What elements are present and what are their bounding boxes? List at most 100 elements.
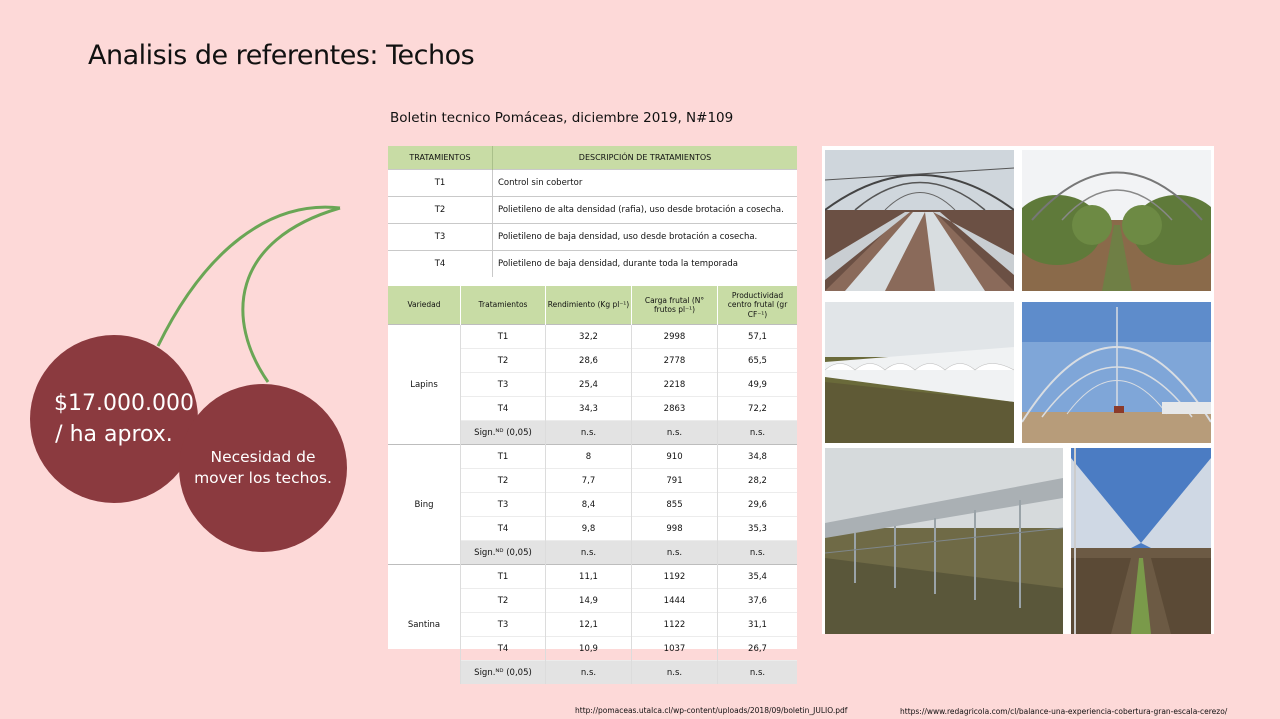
treatment-cell: T2 <box>460 588 546 613</box>
yield-cell: 8,4 <box>545 492 632 517</box>
yield-cell: 28,6 <box>545 348 632 373</box>
fruit-load-cell: 791 <box>631 468 718 493</box>
description-header: DESCRIPCIÓN DE TRATAMIENTOS <box>492 146 797 170</box>
results-row: T2 14,9 1444 37,6 <box>388 588 797 613</box>
yield-cell: n.s. <box>545 420 632 445</box>
productivity-cell: 28,2 <box>717 468 797 493</box>
treatment-cell: T2 <box>460 348 546 373</box>
productivity-cell: 26,7 <box>717 636 797 661</box>
variety-header: Variedad <box>388 286 461 325</box>
yield-cell: 34,3 <box>545 396 632 421</box>
results-row: T3 25,4 2218 49,9 <box>388 372 797 397</box>
productivity-cell: 49,9 <box>717 372 797 397</box>
photo-tunnel-rows <box>825 150 1014 291</box>
results-row: Sign.ᴺᴰ (0,05) n.s. n.s. n.s. <box>388 660 797 684</box>
yield-cell: 10,9 <box>545 636 632 661</box>
yield-cell: 25,4 <box>545 372 632 397</box>
productivity-cell: n.s. <box>717 540 797 565</box>
treatment-cell: Sign.ᴺᴰ (0,05) <box>460 540 546 565</box>
fruit-load-cell: 910 <box>631 444 718 469</box>
treatment-description: Polietileno de baja densidad, durante to… <box>492 250 797 277</box>
fruit-load-cell: 998 <box>631 516 718 541</box>
fruit-load-cell: n.s. <box>631 420 718 445</box>
fruit-load-cell: 2863 <box>631 396 718 421</box>
fruit-load-cell: 2778 <box>631 348 718 373</box>
variety-cell: Santina <box>388 564 461 684</box>
productivity-cell: 34,8 <box>717 444 797 469</box>
results-row: Lapins T1 32,2 2998 57,1 <box>388 324 797 445</box>
fruit-load-cell: 1037 <box>631 636 718 661</box>
treatment-row: T3 Polietileno de baja densidad, uso desd… <box>388 223 797 251</box>
treatment-cell: T1 <box>460 444 546 469</box>
fruit-load-cell: 2998 <box>631 324 718 349</box>
results-row: T3 8,4 855 29,6 <box>388 492 797 517</box>
results-row: T3 12,1 1122 31,1 <box>388 612 797 637</box>
treatment-description: Polietileno de baja densidad, uso desde … <box>492 223 797 251</box>
treatment-cell: T3 <box>460 372 546 397</box>
source-title: Boletin tecnico Pomáceas, diciembre 2019… <box>390 110 734 126</box>
treatment-cell: T4 <box>460 636 546 661</box>
photo-steel-structure <box>825 448 1063 634</box>
results-row: T4 9,8 998 35,3 <box>388 516 797 541</box>
fruit-load-cell: 2218 <box>631 372 718 397</box>
productivity-cell: n.s. <box>717 420 797 445</box>
yield-cell: 9,8 <box>545 516 632 541</box>
treatment-code: T4 <box>388 250 493 277</box>
treatment-row: T2 Polietileno de alta densidad (rafia), … <box>388 196 797 224</box>
treatment-description: Polietileno de alta densidad (rafia), us… <box>492 196 797 224</box>
productivity-cell: 72,2 <box>717 396 797 421</box>
results-table: Variedad Tratamientos Rendimiento (Kg pl… <box>388 286 797 684</box>
fruit-load-cell: n.s. <box>631 660 718 684</box>
fruit-load-cell: 1192 <box>631 564 718 589</box>
productivity-cell: 31,1 <box>717 612 797 637</box>
fruit-load-cell: n.s. <box>631 540 718 565</box>
treatment-code: T2 <box>388 196 493 224</box>
fruit-load-cell: 1444 <box>631 588 718 613</box>
treatment-cell: T4 <box>460 396 546 421</box>
results-row: Santina T1 11,1 1192 35,4 <box>388 564 797 684</box>
source-url-right[interactable]: https://www.redagricola.com/cl/balance-u… <box>900 707 1228 716</box>
yield-cell: 11,1 <box>545 564 632 589</box>
yield-cell: n.s. <box>545 660 632 684</box>
results-row: Sign.ᴺᴰ (0,05) n.s. n.s. n.s. <box>388 420 797 445</box>
productivity-cell: 65,5 <box>717 348 797 373</box>
treatment-code: T3 <box>388 223 493 251</box>
data-table-panel: TRATAMIENTOS DESCRIPCIÓN DE TRATAMIENTOS… <box>388 146 797 684</box>
yield-cell: 12,1 <box>545 612 632 637</box>
treatment-cell: Sign.ᴺᴰ (0,05) <box>460 660 546 684</box>
variety-cell: Bing <box>388 444 461 565</box>
productivity-cell: 37,6 <box>717 588 797 613</box>
treatments-header: TRATAMIENTOS <box>388 146 493 170</box>
treatment-cell: T4 <box>460 516 546 541</box>
photo-roof-covered-orchard <box>1071 448 1211 634</box>
treatment-cell: T1 <box>460 324 546 349</box>
treatment-cell: Sign.ᴺᴰ (0,05) <box>460 420 546 445</box>
productivity-cell: n.s. <box>717 660 797 684</box>
productivity-header: Productividad centro frutal (gr CF⁻¹) <box>717 286 797 325</box>
photo-white-tunnels <box>825 302 1014 443</box>
fruit-load-cell: 855 <box>631 492 718 517</box>
photo-collage <box>822 146 1214 634</box>
treatment-cell: T3 <box>460 492 546 517</box>
yield-cell: 32,2 <box>545 324 632 349</box>
photo-orchard-arches <box>1022 150 1211 291</box>
productivity-cell: 57,1 <box>717 324 797 349</box>
treatment-col-header: Tratamientos <box>460 286 546 325</box>
yield-header: Rendimiento (Kg pl⁻¹) <box>545 286 632 325</box>
results-row: T4 34,3 2863 72,2 <box>388 396 797 421</box>
productivity-cell: 29,6 <box>717 492 797 517</box>
treatment-code: T1 <box>388 169 493 197</box>
treatment-cell: T1 <box>460 564 546 589</box>
treatment-row: T1 Control sin cobertor <box>388 169 797 197</box>
fruit-load-cell: 1122 <box>631 612 718 637</box>
results-row: T2 28,6 2778 65,5 <box>388 348 797 373</box>
results-row: T4 10,9 1037 26,7 <box>388 636 797 661</box>
productivity-cell: 35,3 <box>717 516 797 541</box>
fruit-load-header: Carga frutal (N° frutos pl⁻¹) <box>631 286 718 325</box>
yield-cell: 14,9 <box>545 588 632 613</box>
results-row: Bing T1 8 910 34,8 <box>388 444 797 565</box>
yield-cell: n.s. <box>545 540 632 565</box>
source-url-left[interactable]: http://pomaceas.utalca.cl/wp-content/upl… <box>575 706 848 715</box>
yield-cell: 8 <box>545 444 632 469</box>
variety-cell: Lapins <box>388 324 461 445</box>
